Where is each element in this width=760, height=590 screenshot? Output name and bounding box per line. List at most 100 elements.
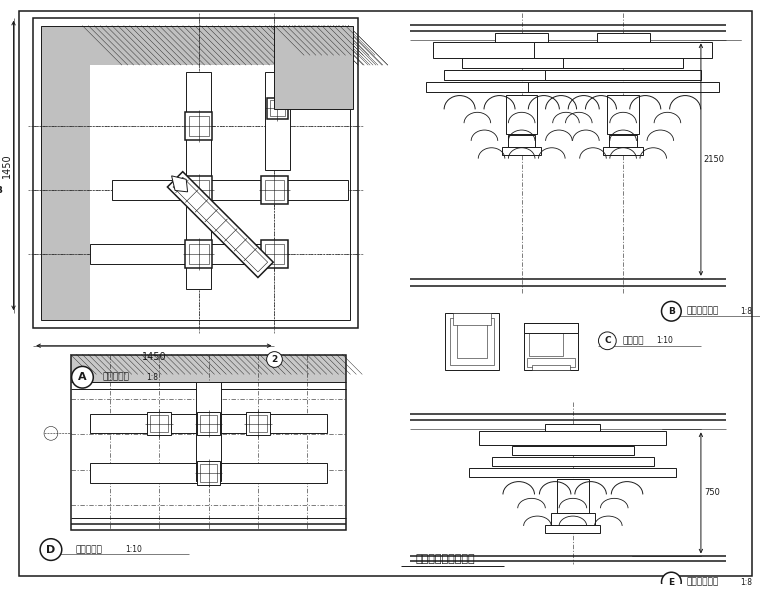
- Bar: [185, 112, 213, 140]
- Text: C: C: [604, 336, 611, 345]
- Bar: [502, 147, 541, 155]
- Text: 750: 750: [704, 489, 720, 497]
- Text: 2: 2: [271, 355, 277, 364]
- Bar: [264, 72, 290, 171]
- Bar: [261, 176, 288, 204]
- Text: B: B: [0, 186, 2, 195]
- Bar: [264, 244, 284, 264]
- Text: B: B: [668, 307, 675, 316]
- Text: 1:10: 1:10: [657, 336, 673, 345]
- Bar: [492, 457, 654, 466]
- Circle shape: [598, 332, 616, 350]
- Bar: [426, 82, 617, 91]
- Text: D: D: [46, 545, 55, 555]
- Text: E: E: [668, 578, 674, 586]
- Bar: [534, 42, 712, 58]
- Bar: [551, 513, 594, 525]
- Bar: [112, 181, 348, 200]
- Bar: [527, 82, 719, 91]
- Bar: [71, 355, 347, 530]
- Bar: [546, 70, 701, 80]
- Bar: [444, 70, 600, 80]
- Bar: [188, 116, 208, 136]
- Bar: [185, 240, 213, 268]
- Bar: [185, 176, 213, 204]
- Circle shape: [661, 572, 681, 590]
- Text: 柱碗正立面图: 柱碗正立面图: [686, 578, 718, 586]
- Bar: [581, 47, 666, 56]
- Bar: [528, 328, 563, 356]
- Bar: [33, 18, 358, 328]
- Bar: [524, 323, 578, 371]
- Text: 1:10: 1:10: [125, 545, 141, 554]
- Bar: [200, 464, 217, 481]
- Bar: [71, 355, 347, 382]
- Bar: [603, 147, 643, 155]
- Circle shape: [40, 539, 62, 560]
- Bar: [41, 25, 90, 320]
- Text: A: A: [78, 372, 87, 382]
- Bar: [186, 72, 211, 289]
- Text: 柱碗正立面图: 柱碗正立面图: [686, 307, 718, 316]
- Bar: [531, 365, 570, 371]
- Text: 1450: 1450: [2, 153, 11, 178]
- Bar: [527, 358, 575, 368]
- Bar: [557, 478, 589, 513]
- Bar: [480, 431, 667, 445]
- Text: 2150: 2150: [704, 155, 725, 164]
- Bar: [457, 323, 487, 358]
- Bar: [453, 313, 491, 325]
- Bar: [508, 135, 536, 147]
- Bar: [147, 412, 171, 435]
- Bar: [249, 415, 267, 432]
- Bar: [470, 468, 676, 477]
- Bar: [546, 424, 600, 434]
- Circle shape: [0, 181, 8, 199]
- Bar: [495, 32, 548, 44]
- Bar: [563, 58, 683, 68]
- Circle shape: [267, 352, 283, 368]
- Bar: [167, 172, 274, 277]
- Bar: [264, 181, 284, 200]
- Bar: [90, 463, 327, 483]
- Text: 1:8: 1:8: [147, 373, 159, 382]
- Bar: [200, 415, 217, 432]
- Text: 柱碗详图: 柱碗详图: [622, 336, 644, 345]
- Text: 1:8: 1:8: [740, 307, 752, 316]
- Polygon shape: [172, 176, 188, 192]
- Bar: [433, 42, 610, 58]
- Bar: [480, 47, 564, 56]
- Bar: [261, 240, 288, 268]
- Bar: [597, 32, 650, 44]
- Bar: [511, 446, 634, 455]
- Bar: [41, 25, 350, 65]
- Bar: [450, 318, 494, 365]
- Bar: [274, 25, 353, 109]
- Text: 柱碗平面图: 柱碗平面图: [102, 373, 129, 382]
- Circle shape: [71, 366, 93, 388]
- Bar: [546, 525, 600, 533]
- Bar: [610, 135, 637, 147]
- Bar: [607, 94, 639, 134]
- Bar: [197, 412, 220, 435]
- Bar: [188, 244, 208, 264]
- Bar: [173, 177, 268, 272]
- Bar: [41, 25, 350, 320]
- Bar: [150, 415, 168, 432]
- Bar: [197, 461, 220, 484]
- Bar: [196, 382, 221, 481]
- Bar: [267, 97, 288, 119]
- Bar: [506, 94, 537, 134]
- Text: 1450: 1450: [141, 352, 166, 362]
- Bar: [90, 244, 268, 264]
- Text: 1:8: 1:8: [740, 578, 752, 586]
- Bar: [445, 313, 499, 371]
- Text: 柱碗平面图: 柱碗平面图: [75, 545, 103, 554]
- Bar: [270, 100, 285, 116]
- Bar: [246, 412, 270, 435]
- Bar: [524, 323, 578, 333]
- Bar: [461, 58, 581, 68]
- Bar: [90, 414, 327, 434]
- Bar: [188, 181, 208, 200]
- Bar: [530, 435, 616, 444]
